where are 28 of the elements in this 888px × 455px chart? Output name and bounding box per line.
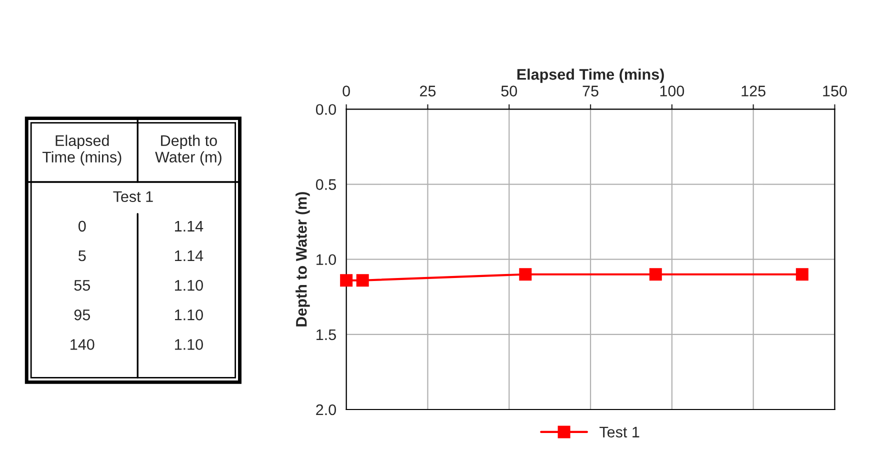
x-axis-title: Elapsed Time (mins)	[517, 68, 664, 83]
x-tick-label: 150	[823, 86, 847, 96]
text: 0	[78, 220, 86, 232]
text: Elapsed Time (mins)	[42, 134, 122, 166]
text: 95	[74, 310, 90, 320]
y-tick-label: 2.0	[316, 404, 336, 416]
x-tick-label: 25	[420, 86, 436, 96]
x-tick-label: 100	[660, 86, 684, 96]
y-tick-label: 1.5	[316, 329, 336, 340]
text: Test 1	[113, 191, 153, 202]
text: 140	[70, 339, 94, 350]
y-tick-label: 0.5	[316, 179, 336, 190]
text: 1.10	[175, 339, 203, 350]
y-tick-label: 1.0	[316, 254, 336, 266]
text: 1.10	[175, 310, 203, 320]
y-axis-title: Depth to Water (m)	[296, 192, 310, 326]
x-tick-label: 0	[342, 86, 350, 96]
x-tick-label: 50	[501, 86, 518, 96]
text: 1.14	[175, 220, 204, 232]
y-tick-label: 0.0	[316, 104, 336, 115]
text: 55	[74, 280, 90, 291]
x-tick-label: 75	[582, 86, 598, 96]
text: 5	[78, 250, 86, 262]
x-tick-label: 125	[742, 86, 766, 96]
legend-label: Test 1	[600, 426, 640, 438]
text: Depth to Water (m)	[155, 134, 222, 166]
text: 1.14	[175, 250, 204, 262]
text: 1.10	[175, 280, 203, 291]
